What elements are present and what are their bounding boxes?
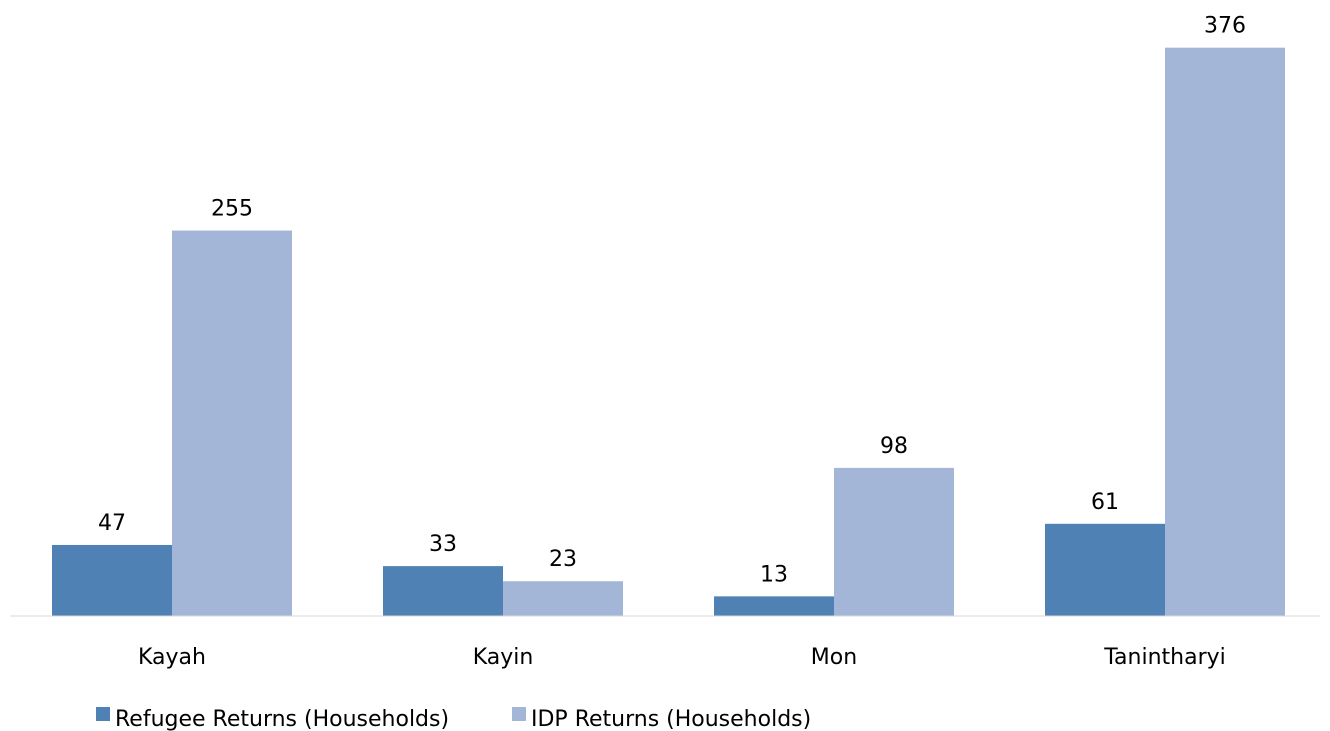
bar-kayah-series-2 [172, 230, 292, 616]
value-label-tanintharyi-series-1: 61 [1091, 490, 1119, 515]
category-labels-group: Kayah Kayin Mon Tanintharyi [138, 645, 1226, 670]
bars-group [52, 47, 1285, 616]
category-label-tanintharyi: Tanintharyi [1103, 645, 1226, 670]
value-label-kayah-series-2: 255 [211, 197, 253, 222]
bar-mon-series-2 [834, 467, 954, 616]
category-label-mon: Mon [811, 645, 857, 670]
legend-label-series-1: Refugee Returns (Households) [115, 707, 449, 731]
bar-tanintharyi-series-1 [1045, 523, 1165, 616]
value-label-mon-series-2: 98 [880, 434, 908, 459]
bar-kayin-series-1 [383, 566, 503, 616]
legend-label-series-2: IDP Returns (Households) [531, 707, 811, 731]
value-label-mon-series-1: 13 [760, 562, 788, 587]
value-label-kayin-series-2: 23 [549, 547, 577, 572]
bar-kayin-series-2 [503, 581, 623, 616]
bar-tanintharyi-series-2 [1165, 47, 1285, 616]
bar-mon-series-1 [714, 596, 834, 616]
value-label-kayah-series-1: 47 [98, 511, 126, 536]
value-labels-group: 47 255 33 23 13 98 61 376 [98, 14, 1246, 588]
category-label-kayin: Kayin [473, 645, 534, 670]
legend-swatch-series-1 [96, 707, 110, 721]
bar-kayah-series-1 [52, 544, 172, 616]
legend-swatch-series-2 [512, 707, 526, 721]
category-label-kayah: Kayah [138, 645, 206, 670]
legend: Refugee Returns (Households) IDP Returns … [96, 707, 811, 731]
value-label-kayin-series-1: 33 [429, 532, 457, 557]
value-label-tanintharyi-series-2: 376 [1204, 14, 1246, 39]
